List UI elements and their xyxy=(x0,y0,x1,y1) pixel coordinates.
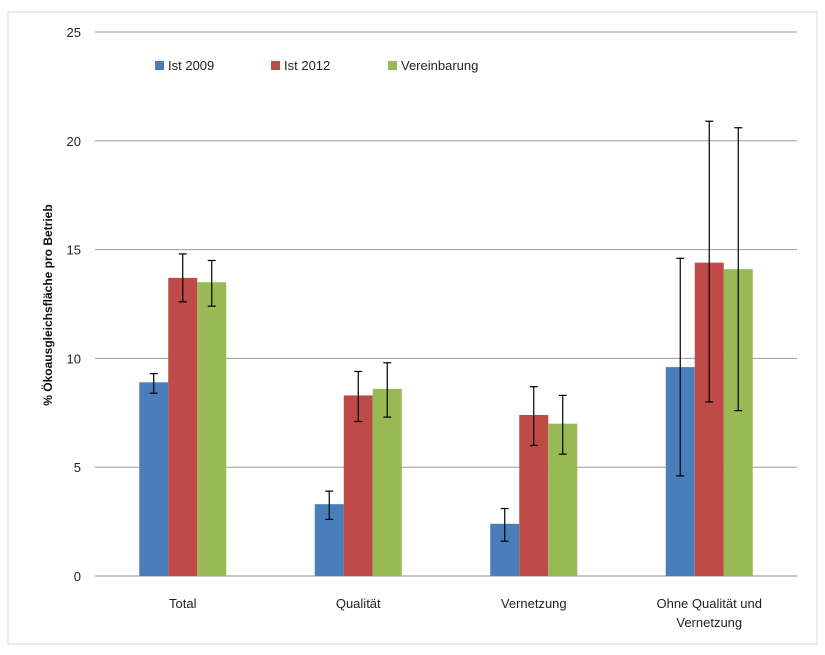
y-tick-label: 15 xyxy=(67,243,81,258)
legend-swatch xyxy=(155,61,164,70)
category-label: Vernetzung xyxy=(501,596,567,611)
legend-label: Vereinbarung xyxy=(401,58,478,73)
legend-label: Ist 2009 xyxy=(168,58,214,73)
bar xyxy=(197,282,227,576)
y-tick-label: 5 xyxy=(74,460,81,475)
y-tick-labels: 0 5 10 15 20 25 xyxy=(67,25,81,584)
error-bars xyxy=(149,120,743,542)
y-tick-label: 10 xyxy=(67,351,81,366)
bar xyxy=(343,395,373,576)
legend-swatch xyxy=(271,61,280,70)
bar xyxy=(372,388,402,576)
legend-swatch xyxy=(388,61,397,70)
y-axis-label: % Ökoausgleichsfläche pro Betrieb xyxy=(40,204,55,405)
category-label: Ohne Qualität und Vernetzung xyxy=(656,596,762,630)
legend-label: Ist 2012 xyxy=(284,58,330,73)
bars xyxy=(139,262,753,576)
category-label: Qualität xyxy=(336,596,381,611)
bar xyxy=(139,382,169,576)
category-label: Total xyxy=(169,596,197,611)
category-labels: Total Qualität Vernetzung Ohne Qualität und… xyxy=(169,596,762,630)
bar xyxy=(168,277,198,576)
y-tick-label: 25 xyxy=(67,25,81,40)
legend: Ist 2009 Ist 2012 Vereinbarung xyxy=(155,58,478,73)
y-tick-label: 0 xyxy=(74,569,81,584)
y-tick-label: 20 xyxy=(67,134,81,149)
